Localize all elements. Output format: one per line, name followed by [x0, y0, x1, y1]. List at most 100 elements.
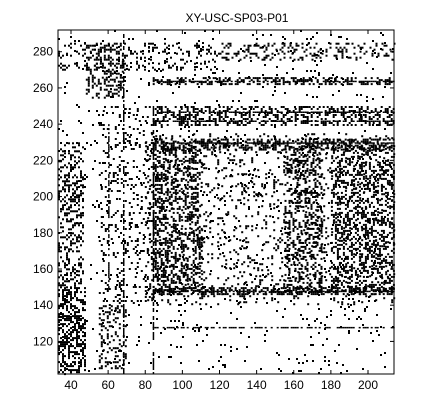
- data-point: [201, 295, 204, 298]
- data-point: [290, 213, 293, 216]
- data-point: [58, 246, 60, 249]
- data-point: [70, 206, 72, 209]
- data-point: [174, 147, 177, 150]
- data-point: [337, 50, 340, 53]
- data-point: [102, 238, 105, 240]
- data-point: [304, 189, 307, 192]
- data-point: [76, 311, 78, 314]
- data-point: [186, 287, 189, 290]
- data-point: [367, 285, 370, 288]
- data-point: [316, 269, 319, 272]
- data-point: [302, 289, 305, 292]
- data-point: [350, 144, 353, 147]
- data-point: [87, 80, 90, 83]
- data-point: [110, 148, 113, 150]
- data-point: [224, 110, 227, 112]
- data-point: [113, 70, 116, 73]
- data-point: [363, 267, 366, 270]
- data-point: [92, 54, 94, 57]
- data-point: [62, 343, 64, 346]
- data-point: [368, 112, 371, 114]
- data-point: [154, 124, 157, 126]
- data-point: [225, 44, 228, 47]
- data-point: [110, 56, 112, 59]
- data-point: [200, 181, 203, 184]
- data-point: [300, 140, 303, 143]
- data-point: [66, 252, 68, 255]
- data-point: [154, 200, 157, 202]
- data-point: [340, 106, 343, 108]
- data-point: [292, 153, 295, 156]
- data-point: [320, 173, 323, 176]
- data-point: [134, 224, 137, 226]
- data-point: [194, 116, 197, 118]
- data-point: [246, 148, 249, 151]
- data-point: [62, 284, 64, 287]
- data-point: [373, 191, 376, 194]
- data-point: [292, 243, 295, 246]
- data-point: [296, 138, 299, 141]
- data-point: [156, 175, 159, 178]
- data-point: [246, 77, 249, 80]
- data-point: [391, 227, 394, 230]
- data-point: [74, 42, 76, 45]
- data-point: [242, 287, 245, 290]
- data-point: [178, 219, 181, 222]
- data-point: [62, 355, 64, 358]
- data-point: [178, 189, 181, 192]
- data-point: [72, 198, 74, 201]
- data-point: [309, 279, 312, 282]
- data-point: [345, 50, 348, 53]
- data-point: [281, 261, 284, 264]
- data-point: [305, 259, 308, 262]
- data-point: [158, 217, 161, 220]
- data-point: [307, 197, 310, 200]
- data-point: [385, 273, 388, 276]
- data-point: [156, 179, 159, 182]
- data-point: [194, 167, 197, 170]
- data-point: [72, 200, 74, 203]
- data-point: [74, 210, 76, 213]
- data-point: [305, 143, 308, 146]
- data-point: [154, 268, 157, 270]
- data-point: [146, 154, 149, 156]
- data-point: [312, 106, 315, 108]
- data-point: [68, 315, 70, 318]
- data-point: [273, 179, 276, 182]
- data-point: [111, 48, 114, 51]
- data-point: [168, 167, 171, 170]
- data-point: [76, 182, 78, 185]
- data-point: [286, 243, 289, 246]
- data-point: [186, 110, 189, 112]
- data-point: [358, 118, 361, 120]
- data-point: [172, 144, 175, 147]
- data-point: [189, 219, 192, 222]
- data-point: [105, 84, 108, 87]
- data-point: [162, 118, 165, 120]
- data-point: [156, 197, 159, 200]
- data-point: [194, 159, 197, 162]
- data-point: [282, 148, 285, 151]
- data-point: [64, 363, 66, 366]
- data-point: [218, 118, 221, 120]
- data-point: [175, 231, 178, 234]
- data-point: [339, 50, 342, 53]
- data-point: [103, 54, 106, 57]
- data-point: [172, 211, 175, 214]
- data-point: [138, 66, 140, 69]
- data-point: [62, 242, 64, 245]
- data-point: [369, 137, 372, 140]
- data-point: [207, 253, 210, 256]
- data-point: [314, 181, 317, 184]
- data-point: [76, 289, 78, 292]
- data-point: [174, 185, 177, 188]
- data-point: [166, 261, 169, 264]
- data-point: [200, 277, 203, 280]
- data-point: [266, 144, 269, 147]
- data-point: [158, 155, 161, 158]
- data-point: [283, 171, 286, 174]
- data-point: [170, 225, 173, 228]
- data-point: [308, 213, 311, 216]
- data-point: [178, 279, 181, 282]
- data-point: [304, 140, 307, 143]
